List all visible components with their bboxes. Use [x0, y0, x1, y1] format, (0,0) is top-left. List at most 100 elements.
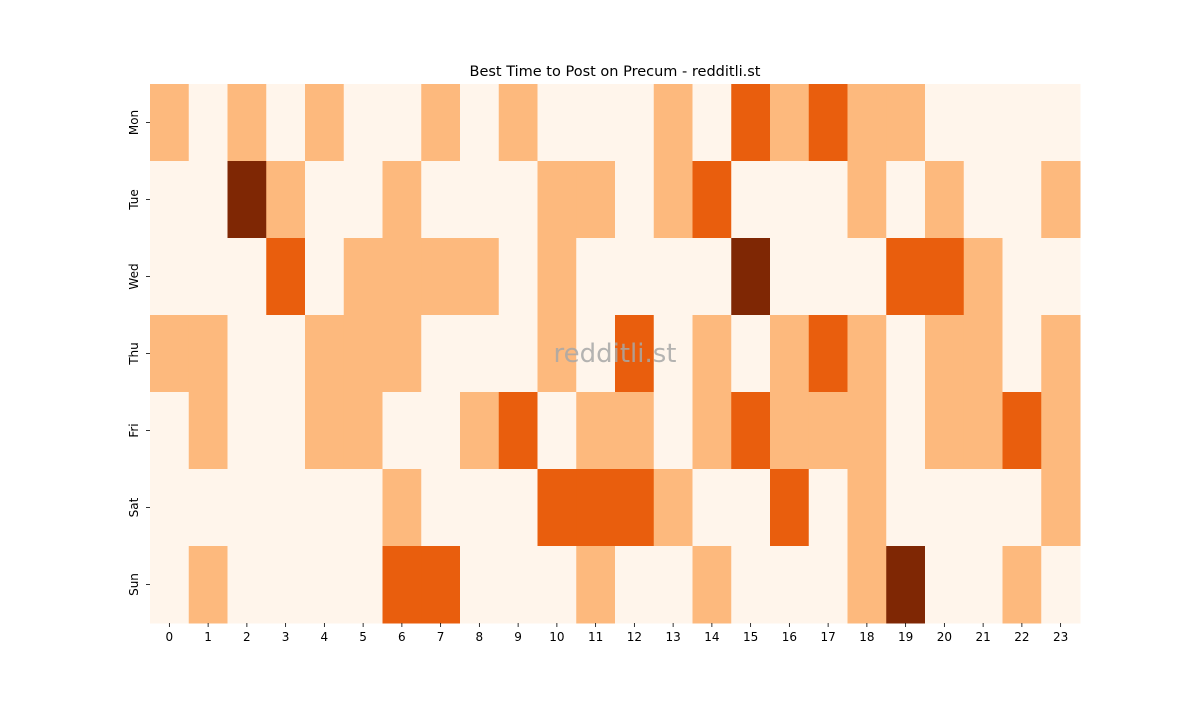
heatmap-cell: [227, 469, 267, 547]
heatmap-cell: [537, 238, 577, 316]
x-tick-label: 13: [665, 630, 680, 644]
heatmap-cell: [692, 238, 732, 316]
heatmap-cell: [808, 84, 848, 162]
heatmap-cell: [847, 315, 887, 393]
heatmap-cell: [421, 546, 461, 624]
heatmap-cell: [770, 161, 810, 239]
heatmap-cell: [886, 238, 926, 316]
heatmap-cell: [925, 84, 965, 162]
heatmap-cell: [382, 469, 422, 547]
heatmap-cell: [343, 392, 383, 470]
heatmap-cell: [886, 161, 926, 239]
x-tick-label: 2: [243, 630, 251, 644]
heatmap-cell: [770, 392, 810, 470]
heatmap-cell: [963, 238, 1003, 316]
heatmap-cell: [343, 161, 383, 239]
heatmap-cell: [847, 161, 887, 239]
heatmap-cell: [692, 315, 732, 393]
heatmap-cell: [498, 315, 538, 393]
x-tick-label: 1: [204, 630, 212, 644]
heatmap-cell: [1002, 469, 1042, 547]
heatmap-cell: [731, 238, 771, 316]
heatmap-cell: [188, 546, 228, 624]
heatmap-cell: [770, 469, 810, 547]
heatmap-cell: [266, 84, 306, 162]
x-tick-label: 20: [937, 630, 952, 644]
heatmap-cell: [886, 315, 926, 393]
heatmap-cell: [460, 161, 500, 239]
heatmap-cell: [963, 161, 1003, 239]
heatmap-cell: [382, 161, 422, 239]
heatmap-cell: [886, 469, 926, 547]
heatmap-cell: [227, 546, 267, 624]
heatmap-cell: [305, 315, 345, 393]
heatmap-cell: [188, 469, 228, 547]
heatmap-cell: [537, 546, 577, 624]
heatmap-cell: [963, 469, 1003, 547]
y-tick-label: Mon: [127, 110, 141, 135]
heatmap-cell: [343, 238, 383, 316]
heatmap-cell: [150, 469, 190, 547]
x-tick-label: 21: [975, 630, 990, 644]
heatmap-cell: [498, 392, 538, 470]
x-tick-label: 14: [704, 630, 719, 644]
heatmap-cell: [460, 84, 500, 162]
heatmap-cell: [925, 238, 965, 316]
heatmap-cell: [886, 546, 926, 624]
heatmap-cell: [886, 84, 926, 162]
heatmap-cell: [615, 315, 655, 393]
heatmap-cell: [653, 392, 693, 470]
heatmap-cell: [343, 546, 383, 624]
x-tick-label: 11: [588, 630, 603, 644]
heatmap-cell: [576, 546, 616, 624]
heatmap-cell: [498, 238, 538, 316]
heatmap-cell: [150, 161, 190, 239]
heatmap-cell: [925, 161, 965, 239]
heatmap-cell: [266, 315, 306, 393]
heatmap-cell: [692, 469, 732, 547]
heatmap-cell: [382, 315, 422, 393]
x-tick-label: 16: [782, 630, 797, 644]
heatmap-cell: [305, 546, 345, 624]
heatmap-cell: [770, 315, 810, 393]
heatmap-cell: [421, 84, 461, 162]
y-tick-label: Tue: [127, 189, 141, 211]
heatmap-cell: [382, 238, 422, 316]
x-tick-label: 12: [627, 630, 642, 644]
x-tick-label: 17: [820, 630, 835, 644]
heatmap-cell: [963, 546, 1003, 624]
heatmap-cell: [615, 84, 655, 162]
heatmap-cell: [305, 238, 345, 316]
heatmap-cell: [188, 161, 228, 239]
heatmap-cell: [498, 469, 538, 547]
x-tick-label: 0: [166, 630, 174, 644]
heatmap-cell: [1041, 469, 1081, 547]
watermark: redditli.st: [554, 339, 677, 369]
heatmap-cell: [731, 546, 771, 624]
heatmap-cell: [925, 469, 965, 547]
y-tick-label: Thu: [127, 342, 141, 366]
heatmap-cell: [343, 84, 383, 162]
heatmap-cell: [460, 469, 500, 547]
heatmap-cell: [1041, 392, 1081, 470]
heatmap-cell: [421, 469, 461, 547]
heatmap-cell: [615, 469, 655, 547]
heatmap-cell: [421, 161, 461, 239]
heatmap-cell: [382, 84, 422, 162]
heatmap-cell: [731, 469, 771, 547]
heatmap-cell: [421, 238, 461, 316]
heatmap-cell: [963, 392, 1003, 470]
heatmap-cell: [692, 392, 732, 470]
x-tick-label: 8: [476, 630, 484, 644]
heatmap-cell: [925, 392, 965, 470]
x-tick-label: 22: [1014, 630, 1029, 644]
x-tick-label: 10: [549, 630, 564, 644]
heatmap-cell: [692, 546, 732, 624]
heatmap-cell: [227, 161, 267, 239]
y-tick-label: Fri: [127, 423, 141, 437]
heatmap-cell: [770, 238, 810, 316]
heatmap-cell: [188, 84, 228, 162]
heatmap-cell: [188, 238, 228, 316]
x-tick-label: 9: [514, 630, 522, 644]
